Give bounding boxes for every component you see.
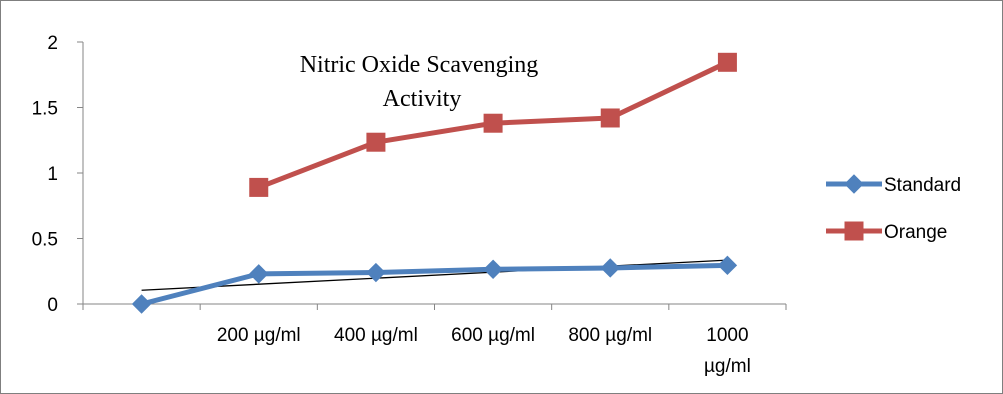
series-line-standard <box>139 262 730 307</box>
legend-item-orange: Orange <box>826 221 947 243</box>
x-axis: 200 µg/ml 400 µg/ml 600 µg/ml 800 µg/ml 1000… <box>82 303 787 377</box>
legend: Standard Orange <box>826 174 961 243</box>
data-point-orange <box>717 52 737 72</box>
chart-title-line-1: Nitric Oxide Scavenging <box>300 52 539 78</box>
legend-marker-orange <box>844 221 864 241</box>
y-axis: 0 0.5 1 1.5 2 <box>32 33 84 316</box>
y-tick-label: 0 <box>47 295 58 316</box>
x-tick-label: 200 µg/ml <box>217 325 301 346</box>
y-tick-label: 1.5 <box>32 99 58 120</box>
legend-label-standard: Standard <box>884 175 961 196</box>
series-group <box>131 52 738 314</box>
y-tick-label: 1 <box>47 164 58 185</box>
series-standard <box>131 255 738 314</box>
series-orange <box>249 52 737 197</box>
data-point-standard <box>600 258 620 278</box>
data-point-standard <box>249 264 269 284</box>
x-tick-label: 400 µg/ml <box>334 325 418 346</box>
chart-title-line-2: Activity <box>383 86 462 112</box>
data-point-orange <box>366 132 386 152</box>
y-tick-label: 2 <box>47 33 58 54</box>
legend-marker-standard <box>844 174 864 194</box>
x-tick-label: µg/ml <box>704 356 751 377</box>
legend-item-standard: Standard <box>826 174 961 196</box>
y-tick-label: 0.5 <box>32 230 58 251</box>
data-point-standard <box>717 255 738 276</box>
x-tick-label: 600 µg/ml <box>451 325 535 346</box>
legend-label-orange: Orange <box>884 222 947 243</box>
data-point-standard <box>366 262 386 283</box>
data-point-orange <box>483 113 503 133</box>
data-point-standard <box>483 259 503 279</box>
data-point-orange <box>600 108 620 128</box>
x-tick-label: 800 µg/ml <box>568 325 652 346</box>
chart-title: Nitric Oxide Scavenging Activity <box>300 52 545 112</box>
data-point-orange <box>249 177 269 197</box>
data-point-standard <box>131 294 152 314</box>
x-tick-label: 1000 <box>706 325 748 346</box>
